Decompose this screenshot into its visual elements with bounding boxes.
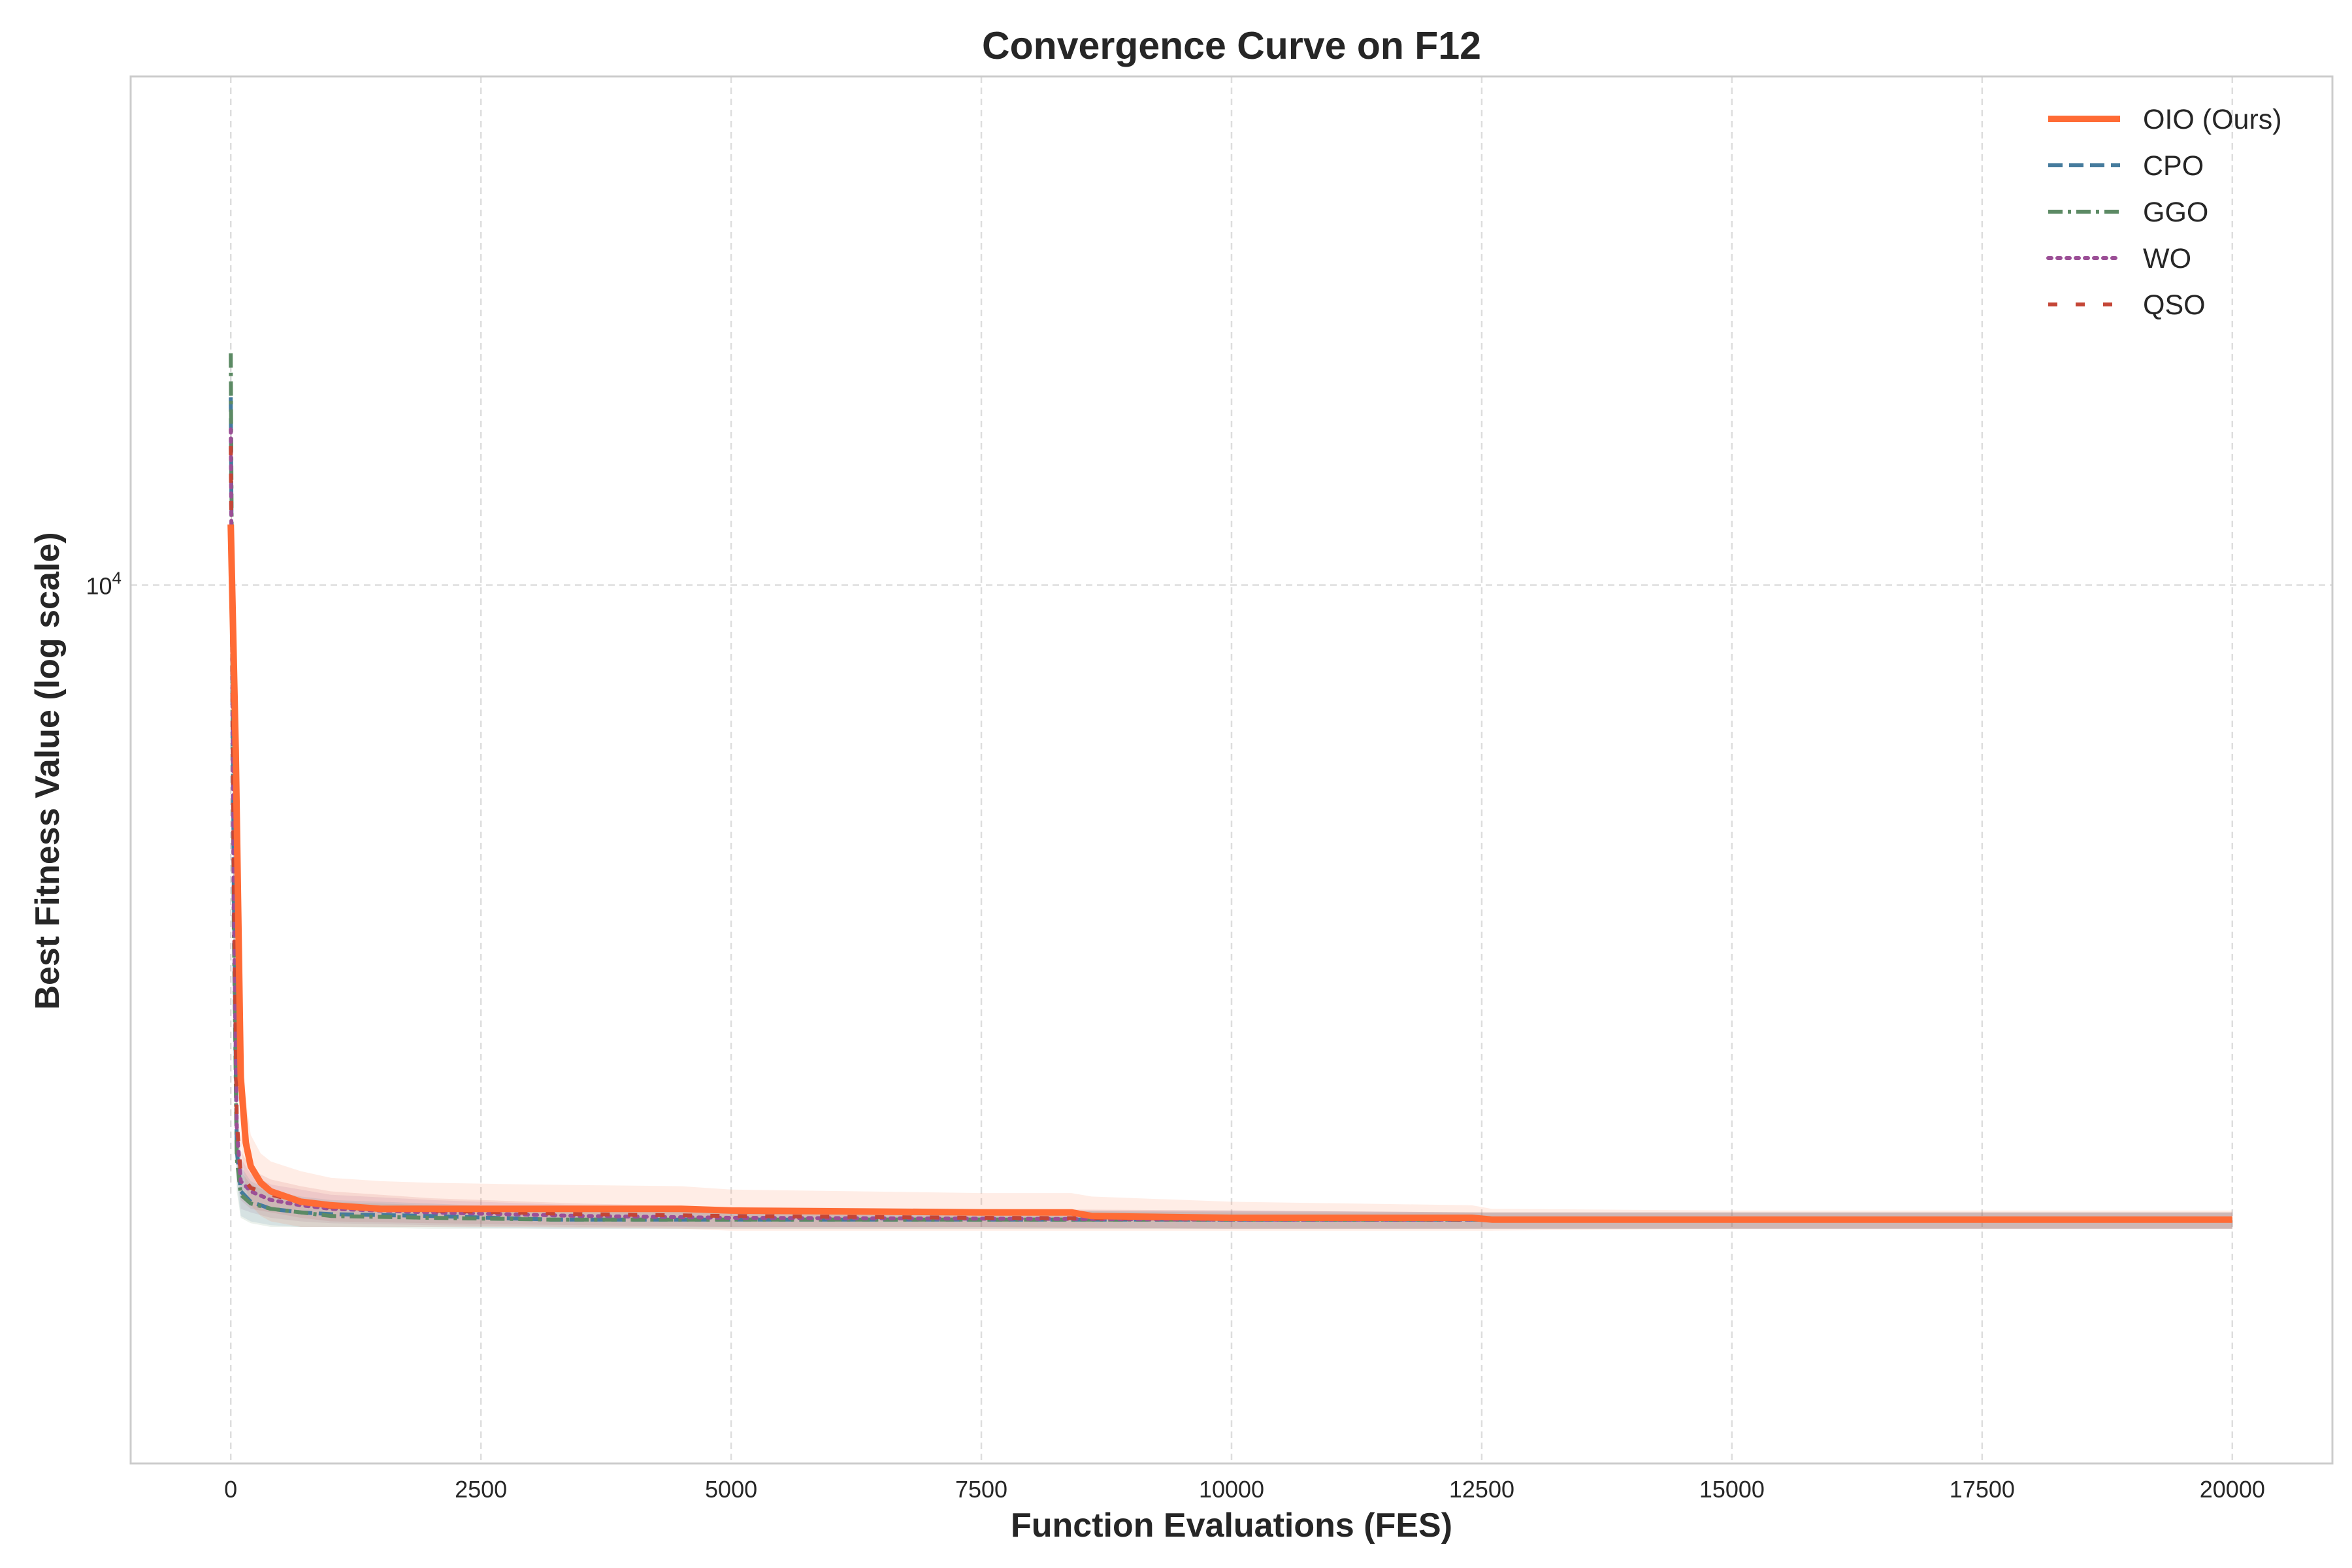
x-tick-label: 10000 <box>1199 1476 1264 1503</box>
legend-item: OIO (Ours) <box>2048 104 2282 135</box>
legend-item: WO <box>2046 243 2191 274</box>
x-tick-label: 2500 <box>455 1476 507 1503</box>
y-tick-exponent: 4 <box>112 568 122 588</box>
x-tick-label: 20000 <box>2200 1476 2265 1503</box>
series-lines <box>227 353 2234 1223</box>
x-axis-label: Function Evaluations (FES) <box>1011 1507 1452 1544</box>
x-tick-label: 15000 <box>1699 1476 1765 1503</box>
y-axis-ticks: 104 <box>86 568 122 600</box>
legend-item: GGO <box>2048 197 2208 228</box>
legend-label: OIO (Ours) <box>2143 104 2282 135</box>
x-tick-label: 0 <box>224 1476 237 1503</box>
y-tick-label: 104 <box>86 568 122 600</box>
y-axis-label: Best Fitness Value (log scale) <box>29 532 67 1009</box>
x-axis-ticks: 0 2500 5000 7500 10000 12500 15000 17500 20000 <box>224 1476 2265 1503</box>
legend-label: WO <box>2143 243 2191 274</box>
y-tick-base: 10 <box>86 573 112 600</box>
legend-item: CPO <box>2048 150 2204 182</box>
grid <box>131 76 2332 1463</box>
x-tick-label: 17500 <box>1950 1476 2015 1503</box>
legend-label: GGO <box>2143 197 2208 228</box>
x-tick-label: 7500 <box>955 1476 1007 1503</box>
chart-title: Convergence Curve on F12 <box>982 24 1481 67</box>
x-tick-label: 12500 <box>1449 1476 1514 1503</box>
x-tick-label: 5000 <box>705 1476 757 1503</box>
legend-label: CPO <box>2143 150 2204 182</box>
line-oio-ours <box>227 524 2232 1223</box>
legend: OIO (Ours) CPO GGO WO QSO <box>2046 104 2282 321</box>
legend-label: QSO <box>2143 289 2206 321</box>
plot-frame <box>129 75 2334 1465</box>
legend-item: QSO <box>2048 289 2206 321</box>
